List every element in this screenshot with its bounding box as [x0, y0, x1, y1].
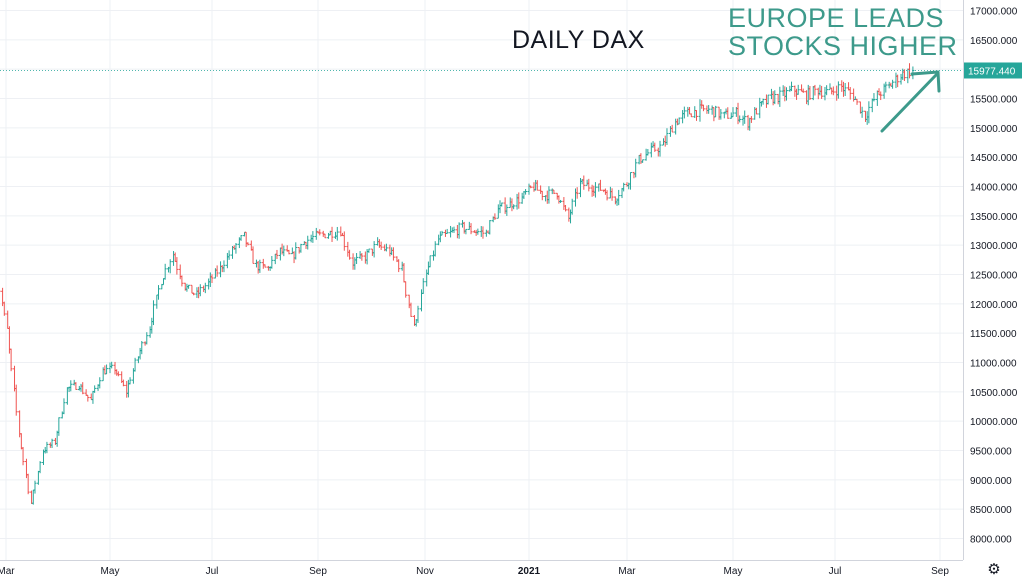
- y-tick-label: 14000.000: [970, 183, 1018, 194]
- y-tick-label: 15000.000: [970, 124, 1018, 135]
- x-tick-label: May: [724, 566, 743, 577]
- x-tick-label: 2021: [518, 566, 541, 577]
- x-tick-label: Nov: [416, 566, 434, 577]
- annotation-line-1: EUROPE LEADS: [728, 3, 945, 33]
- x-tick-label: Sep: [931, 566, 949, 577]
- annotation-line-2: STOCKS HIGHER: [728, 31, 958, 61]
- y-tick-label: 10500.000: [970, 388, 1018, 399]
- y-tick-label: 9500.000: [970, 447, 1012, 458]
- x-tick-label: Mar: [618, 566, 636, 577]
- x-tick-label: Jul: [206, 566, 219, 577]
- y-tick-label: 17000.000: [970, 7, 1018, 18]
- y-tick-label: 11500.000: [970, 329, 1017, 340]
- last-price-badge: [964, 62, 1022, 79]
- annotation-arrow-head: [910, 70, 941, 93]
- x-tick-label: Jul: [829, 566, 842, 577]
- x-tick-label: Sep: [309, 566, 327, 577]
- y-tick-label: 13000.000: [970, 241, 1018, 252]
- y-tick-label: 8000.000: [970, 535, 1012, 546]
- y-tick-label: 15500.000: [970, 95, 1018, 106]
- y-tick-label: 12500.000: [970, 271, 1018, 282]
- last-price-label: 15977.440: [968, 66, 1016, 77]
- y-tick-label: 14500.000: [970, 153, 1018, 164]
- gear-icon[interactable]: ⚙: [987, 560, 1001, 578]
- y-tick-label: 16500.000: [970, 36, 1018, 47]
- x-tick-label: May: [101, 566, 120, 577]
- y-tick-label: 12000.000: [970, 300, 1018, 311]
- y-tick-label: 9000.000: [970, 476, 1012, 487]
- x-tick-label: Mar: [0, 566, 15, 577]
- y-tick-label: 11000.000: [970, 359, 1017, 370]
- y-tick-label: 13500.000: [970, 212, 1018, 223]
- annotation-text: EUROPE LEADS STOCKS HIGHER: [728, 4, 958, 60]
- y-tick-label: 8500.000: [970, 505, 1012, 516]
- chart-title: DAILY DAX: [512, 26, 645, 54]
- y-tick-label: 10000.000: [970, 417, 1018, 428]
- annotation-arrow-shaft: [880, 73, 938, 133]
